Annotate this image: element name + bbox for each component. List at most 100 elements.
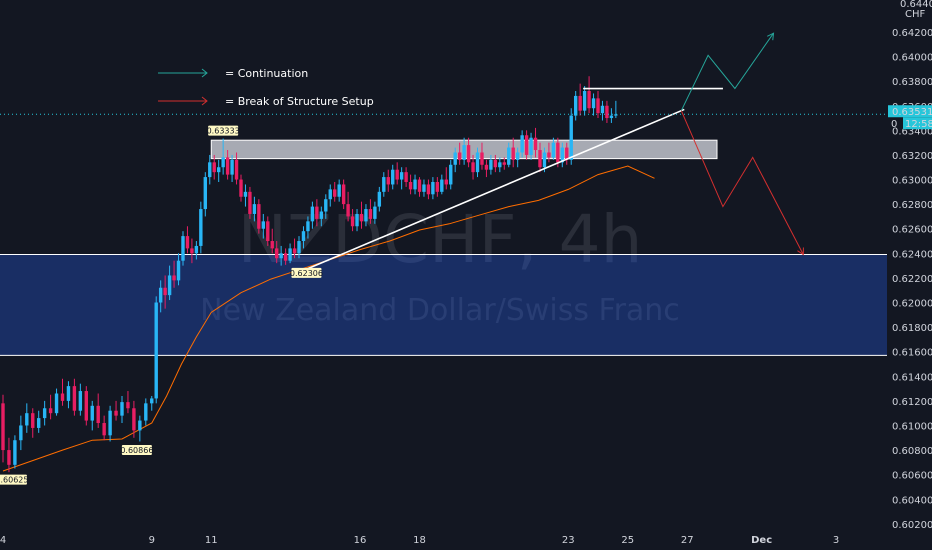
candle-body-119[interactable] [569,115,573,160]
candle-body-16[interactable] [96,405,100,424]
candle-body-39[interactable] [212,162,216,173]
candle-body-18[interactable] [108,410,112,436]
candle-body-13[interactable] [78,391,83,411]
candle-body-99[interactable] [480,152,484,165]
candle-body-56[interactable] [288,248,292,261]
candle-body-65[interactable] [328,189,332,200]
candle-body-46[interactable] [243,191,248,197]
candle-body-89[interactable] [435,181,440,192]
candle-body-55[interactable] [283,253,288,261]
break-of-structure-arrow[interactable] [680,110,804,255]
candle-body-122[interactable] [582,90,587,111]
candle-body-102[interactable] [493,159,498,168]
candle-body-126[interactable] [600,105,605,114]
candle-body-101[interactable] [489,159,493,170]
candle-body-124[interactable] [591,98,596,109]
candle-body-52[interactable] [270,241,274,249]
candle-body-109[interactable] [524,135,529,155]
candle-body-121[interactable] [578,95,582,111]
candle-body-5[interactable] [31,413,35,428]
candle-body-114[interactable] [547,152,551,158]
candle-body-40[interactable] [216,167,221,173]
candle-body-81[interactable] [399,172,404,180]
candle-body-59[interactable] [301,231,306,242]
candle-body-12[interactable] [72,386,77,411]
candle-body-85[interactable] [417,179,422,192]
candles-layer[interactable] [1,76,618,473]
candle-body-68[interactable] [341,184,346,205]
candle-body-111[interactable] [533,137,538,151]
candle-body-117[interactable] [560,147,564,163]
candle-body-71[interactable] [355,213,359,227]
candle-body-96[interactable] [466,145,471,163]
candle-body-106[interactable] [511,147,515,160]
candle-body-127[interactable] [605,105,609,119]
candle-body-78[interactable] [386,177,390,185]
candle-body-70[interactable] [350,216,355,227]
candle-body-4[interactable] [25,413,29,426]
candle-body-49[interactable] [257,204,261,229]
candle-body-123[interactable] [587,90,591,109]
candle-body-107[interactable] [515,152,520,160]
candle-body-24[interactable] [144,403,148,421]
candle-body-53[interactable] [275,248,279,259]
candle-body-44[interactable] [234,159,239,180]
trendline[interactable] [300,108,685,273]
candle-body-90[interactable] [440,179,444,192]
candle-body-82[interactable] [404,172,408,182]
candle-body-83[interactable] [408,181,413,190]
candle-body-63[interactable] [319,211,324,219]
candle-body-118[interactable] [565,147,569,160]
candle-body-125[interactable] [596,98,600,114]
candle-body-34[interactable] [190,248,194,254]
candle-body-64[interactable] [324,199,328,212]
candle-body-115[interactable] [551,142,556,158]
candle-body-103[interactable] [498,162,502,168]
candle-body-104[interactable] [502,162,506,165]
candle-body-17[interactable] [102,423,106,436]
candle-body-112[interactable] [538,150,542,168]
candle-body-3[interactable] [19,425,23,441]
candle-body-36[interactable] [199,209,203,246]
candle-body-30[interactable] [172,275,176,281]
candle-body-61[interactable] [310,206,315,222]
candle-body-51[interactable] [266,221,270,242]
candle-body-57[interactable] [292,248,297,254]
candle-body-43[interactable] [230,159,234,175]
candle-body-50[interactable] [261,221,266,229]
candle-body-67[interactable] [337,184,341,197]
candle-body-47[interactable] [248,191,252,214]
candle-body-74[interactable] [368,209,373,219]
candle-body-72[interactable] [359,213,364,222]
candle-body-69[interactable] [346,204,350,217]
candle-body-91[interactable] [444,179,448,185]
candle-body-32[interactable] [181,236,185,261]
drawings-layer[interactable] [300,32,804,273]
candle-body-8[interactable] [48,408,53,414]
candle-body-108[interactable] [520,135,524,153]
candle-body-66[interactable] [333,189,337,197]
candle-body-37[interactable] [203,177,207,210]
candle-body-42[interactable] [225,157,230,175]
candle-body-77[interactable] [382,177,386,192]
candle-body-54[interactable] [279,253,283,259]
candle-body-38[interactable] [208,162,212,178]
candle-body-73[interactable] [364,209,368,222]
candle-body-6[interactable] [37,418,41,428]
candle-body-48[interactable] [252,204,257,214]
candle-body-22[interactable] [132,408,136,431]
candle-body-116[interactable] [556,142,560,163]
candle-body-79[interactable] [391,169,395,185]
candle-body-98[interactable] [475,152,480,173]
candle-body-35[interactable] [194,245,199,254]
candle-body-27[interactable] [158,287,163,303]
candle-body-93[interactable] [453,152,457,165]
candle-body-120[interactable] [573,95,578,116]
candle-body-0[interactable] [1,403,5,451]
candle-body-28[interactable] [163,287,167,296]
candle-body-87[interactable] [426,184,431,195]
candle-body-113[interactable] [542,152,547,168]
candle-body-60[interactable] [306,221,310,232]
candle-body-19[interactable] [114,410,118,416]
candle-body-1[interactable] [7,450,11,465]
